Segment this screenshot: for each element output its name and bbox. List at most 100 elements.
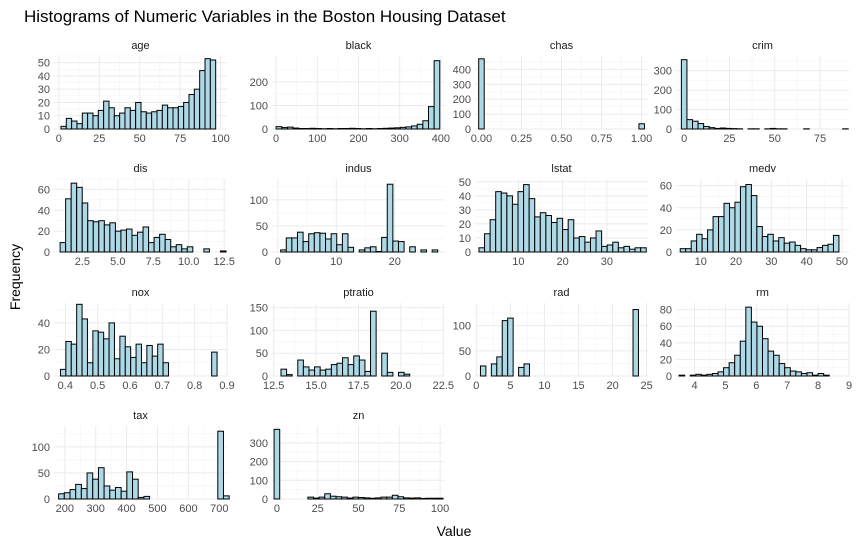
histogram-bar	[308, 233, 315, 253]
histogram-bar	[164, 238, 172, 253]
facet-grid	[272, 56, 445, 130]
histogram-bar	[397, 241, 405, 253]
histogram-bar	[120, 490, 128, 500]
facet-bars	[59, 303, 218, 377]
histogram-bar	[162, 362, 169, 377]
facet-bars	[478, 58, 645, 130]
x-tick-label: 9	[846, 380, 852, 392]
histogram-bar	[386, 496, 393, 500]
histogram-bar	[203, 248, 210, 253]
histogram-bar	[778, 237, 785, 253]
facet-strip-label: black	[346, 40, 372, 52]
x-tick-label: 400	[117, 503, 135, 515]
x-tick-label: 100	[308, 133, 326, 145]
histogram-bar	[81, 202, 89, 253]
histogram-bar	[617, 247, 625, 253]
histogram-bar	[363, 497, 371, 500]
facet-zn: zn 0 25 50 75 100 0 100 200 300	[250, 410, 450, 515]
histogram-bar	[140, 362, 148, 377]
y-tick-label: 40	[660, 203, 672, 215]
histogram-bar	[696, 233, 703, 253]
facet-bars	[280, 183, 439, 253]
histogram-bar	[145, 112, 153, 130]
histogram-bar	[58, 493, 65, 500]
facet-strip-label: rm	[756, 287, 769, 299]
histogram-bar	[822, 244, 829, 253]
histogram-bar	[98, 220, 105, 253]
histogram-bar	[623, 245, 631, 253]
histogram-bar	[556, 217, 564, 253]
x-tick-label: 0.9	[219, 380, 234, 392]
histogram-bar	[280, 249, 287, 253]
y-tick-label: 300	[250, 438, 268, 450]
facet-grid	[54, 426, 227, 500]
x-tick-label: 25	[723, 133, 735, 145]
histogram-bar	[86, 472, 94, 500]
histogram-bar	[640, 247, 647, 253]
histogram-bar	[109, 489, 116, 500]
histogram-bar	[86, 362, 94, 377]
histogram-bar	[76, 303, 83, 377]
x-tick-label: 0.8	[187, 380, 202, 392]
histogram-bar	[97, 331, 105, 377]
x-tick-label: 10	[512, 256, 524, 268]
histogram-bar	[409, 246, 416, 253]
y-tick-label: 0	[44, 247, 50, 259]
histogram-bar	[678, 374, 686, 377]
histogram-bar	[567, 219, 575, 253]
x-tick-label: 0	[274, 503, 280, 515]
facet-bars	[275, 60, 441, 130]
x-tick-label: 10	[538, 380, 550, 392]
histogram-bar	[120, 229, 127, 253]
histogram-bar	[314, 366, 321, 377]
y-tick-label: 0	[666, 371, 672, 383]
histogram-bar	[800, 373, 808, 377]
histogram-bar	[634, 247, 642, 253]
histogram-bar	[369, 497, 376, 500]
facet-grid	[272, 426, 445, 500]
histogram-bar	[767, 350, 775, 377]
y-tick-label: 50	[459, 177, 471, 189]
histogram-bar	[534, 216, 541, 253]
facet-strip-label: zn	[353, 410, 365, 422]
histogram-bar	[723, 367, 730, 377]
histogram-bar	[157, 343, 164, 377]
histogram-bar	[92, 115, 99, 130]
x-tick-label: 200	[349, 133, 367, 145]
histogram-bar	[341, 496, 348, 500]
histogram-bar	[789, 370, 797, 377]
histogram-bar	[589, 237, 597, 253]
x-tick-label: 75	[393, 503, 405, 515]
histogram-bar	[511, 203, 519, 253]
histogram-bar	[70, 182, 78, 253]
y-tick-label: 20	[38, 344, 50, 356]
facet-medv: medv 10 20 30 40 50 0 20 40 60	[660, 163, 849, 268]
histogram-bar	[578, 236, 586, 253]
y-tick-label: 150	[250, 303, 268, 315]
histogram-bar	[114, 230, 122, 253]
x-tick-label: 50	[134, 133, 146, 145]
histogram-bar	[175, 244, 183, 253]
histogram-bar	[313, 232, 321, 253]
histogram-bar	[408, 497, 416, 500]
histogram-bar	[130, 356, 137, 377]
x-tick-label: 0	[473, 380, 479, 392]
histogram-bar	[686, 119, 694, 130]
y-tick-label: 0	[666, 124, 672, 136]
x-tick-label: 75	[814, 133, 826, 145]
histogram-bar	[695, 373, 702, 377]
facet-grid	[272, 179, 445, 253]
y-tick-label: 60	[660, 181, 672, 193]
histogram-bar	[75, 483, 82, 500]
facet-bars	[479, 309, 639, 377]
histogram-bar	[490, 363, 498, 377]
y-tick-label: 20	[38, 97, 50, 109]
x-tick-label: 5	[722, 380, 728, 392]
histogram-bar	[375, 250, 383, 253]
x-tick-label: 0.4	[58, 380, 73, 392]
histogram-bar	[87, 112, 94, 130]
histogram-bar	[745, 306, 752, 377]
facet-lstat: lstat 10 20 30 0 10 20 30 40 50	[459, 163, 648, 268]
facet-strip-label: age	[131, 40, 149, 52]
histogram-bar	[318, 496, 326, 500]
